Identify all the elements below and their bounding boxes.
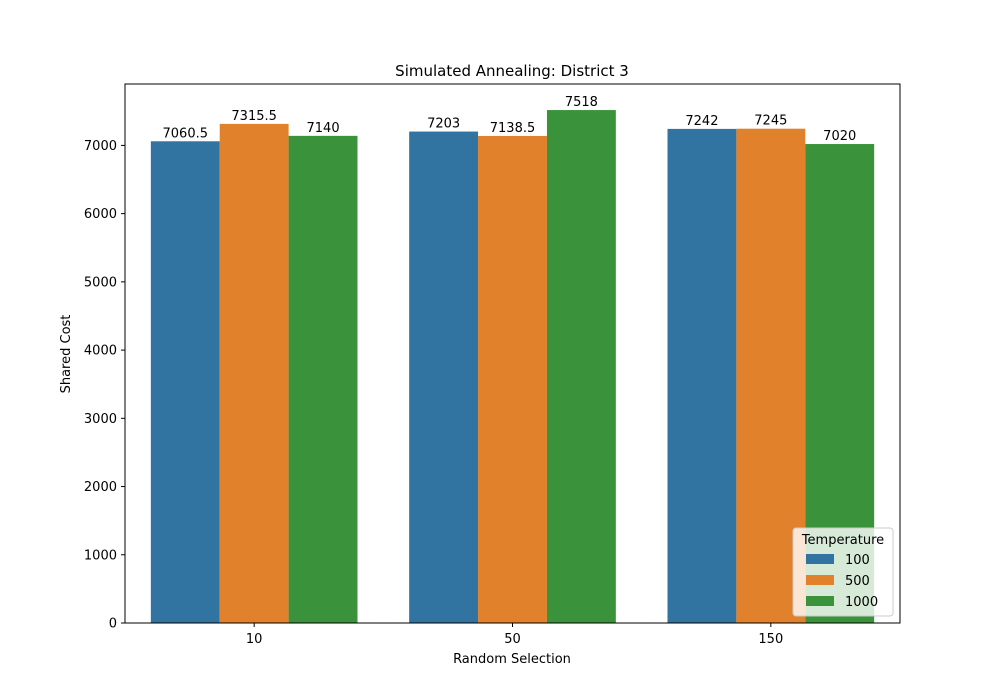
y-tick-label: 4000 [84, 344, 117, 359]
legend: Temperature 100 500 1000 [792, 527, 894, 617]
bar-50-100 [409, 131, 479, 623]
bars-group: 7060.5 7203 7242 7315.5 7138.5 7245 7140 7518 70… [150, 95, 875, 624]
data-label-50-100: 7203 [427, 117, 460, 132]
y-axis-label: Shared Cost [59, 315, 74, 394]
legend-swatch-500 [806, 575, 834, 585]
x-axis: 10 50 150 [246, 623, 783, 647]
chart-title: Simulated Annealing: District 3 [395, 62, 629, 80]
bar-10-100 [150, 141, 220, 623]
y-tick-label: 1000 [84, 548, 117, 563]
y-tick-label: 2000 [84, 480, 117, 495]
data-label-50-500: 7138.5 [490, 121, 536, 136]
x-axis-label: Random Selection [453, 652, 571, 667]
x-tick-label: 150 [758, 632, 783, 647]
bar-50-500 [478, 135, 547, 623]
y-tick-label: 6000 [84, 207, 117, 222]
legend-label-1000: 1000 [845, 595, 878, 610]
data-label-10-1000: 7140 [307, 121, 340, 136]
y-axis: 0 1000 2000 3000 4000 5000 6000 7000 [84, 139, 125, 632]
legend-box [792, 527, 894, 617]
bar-10-1000 [288, 135, 358, 624]
data-label-50-1000: 7518 [565, 95, 598, 110]
y-tick-label: 0 [109, 617, 117, 632]
y-tick-label: 3000 [84, 412, 117, 427]
legend-swatch-1000 [806, 596, 834, 606]
y-tick-label: 5000 [84, 275, 117, 290]
data-label-10-500: 7315.5 [231, 109, 277, 124]
legend-title: Temperature [801, 533, 884, 548]
legend-swatch-100 [806, 554, 834, 564]
y-tick-label: 7000 [84, 139, 117, 154]
data-label-150-100: 7242 [685, 114, 718, 129]
x-tick-label: 50 [504, 632, 521, 647]
x-tick-label: 10 [246, 632, 263, 647]
bar-10-500 [219, 123, 289, 623]
plot-frame [124, 83, 901, 624]
legend-label-500: 500 [845, 574, 870, 589]
bar-50-1000 [546, 110, 616, 623]
legend-label-100: 100 [845, 553, 870, 568]
data-label-150-1000: 7020 [823, 129, 856, 144]
data-label-150-500: 7245 [754, 114, 787, 129]
bar-150-100 [667, 128, 737, 623]
data-label-10-100: 7060.5 [163, 126, 209, 141]
